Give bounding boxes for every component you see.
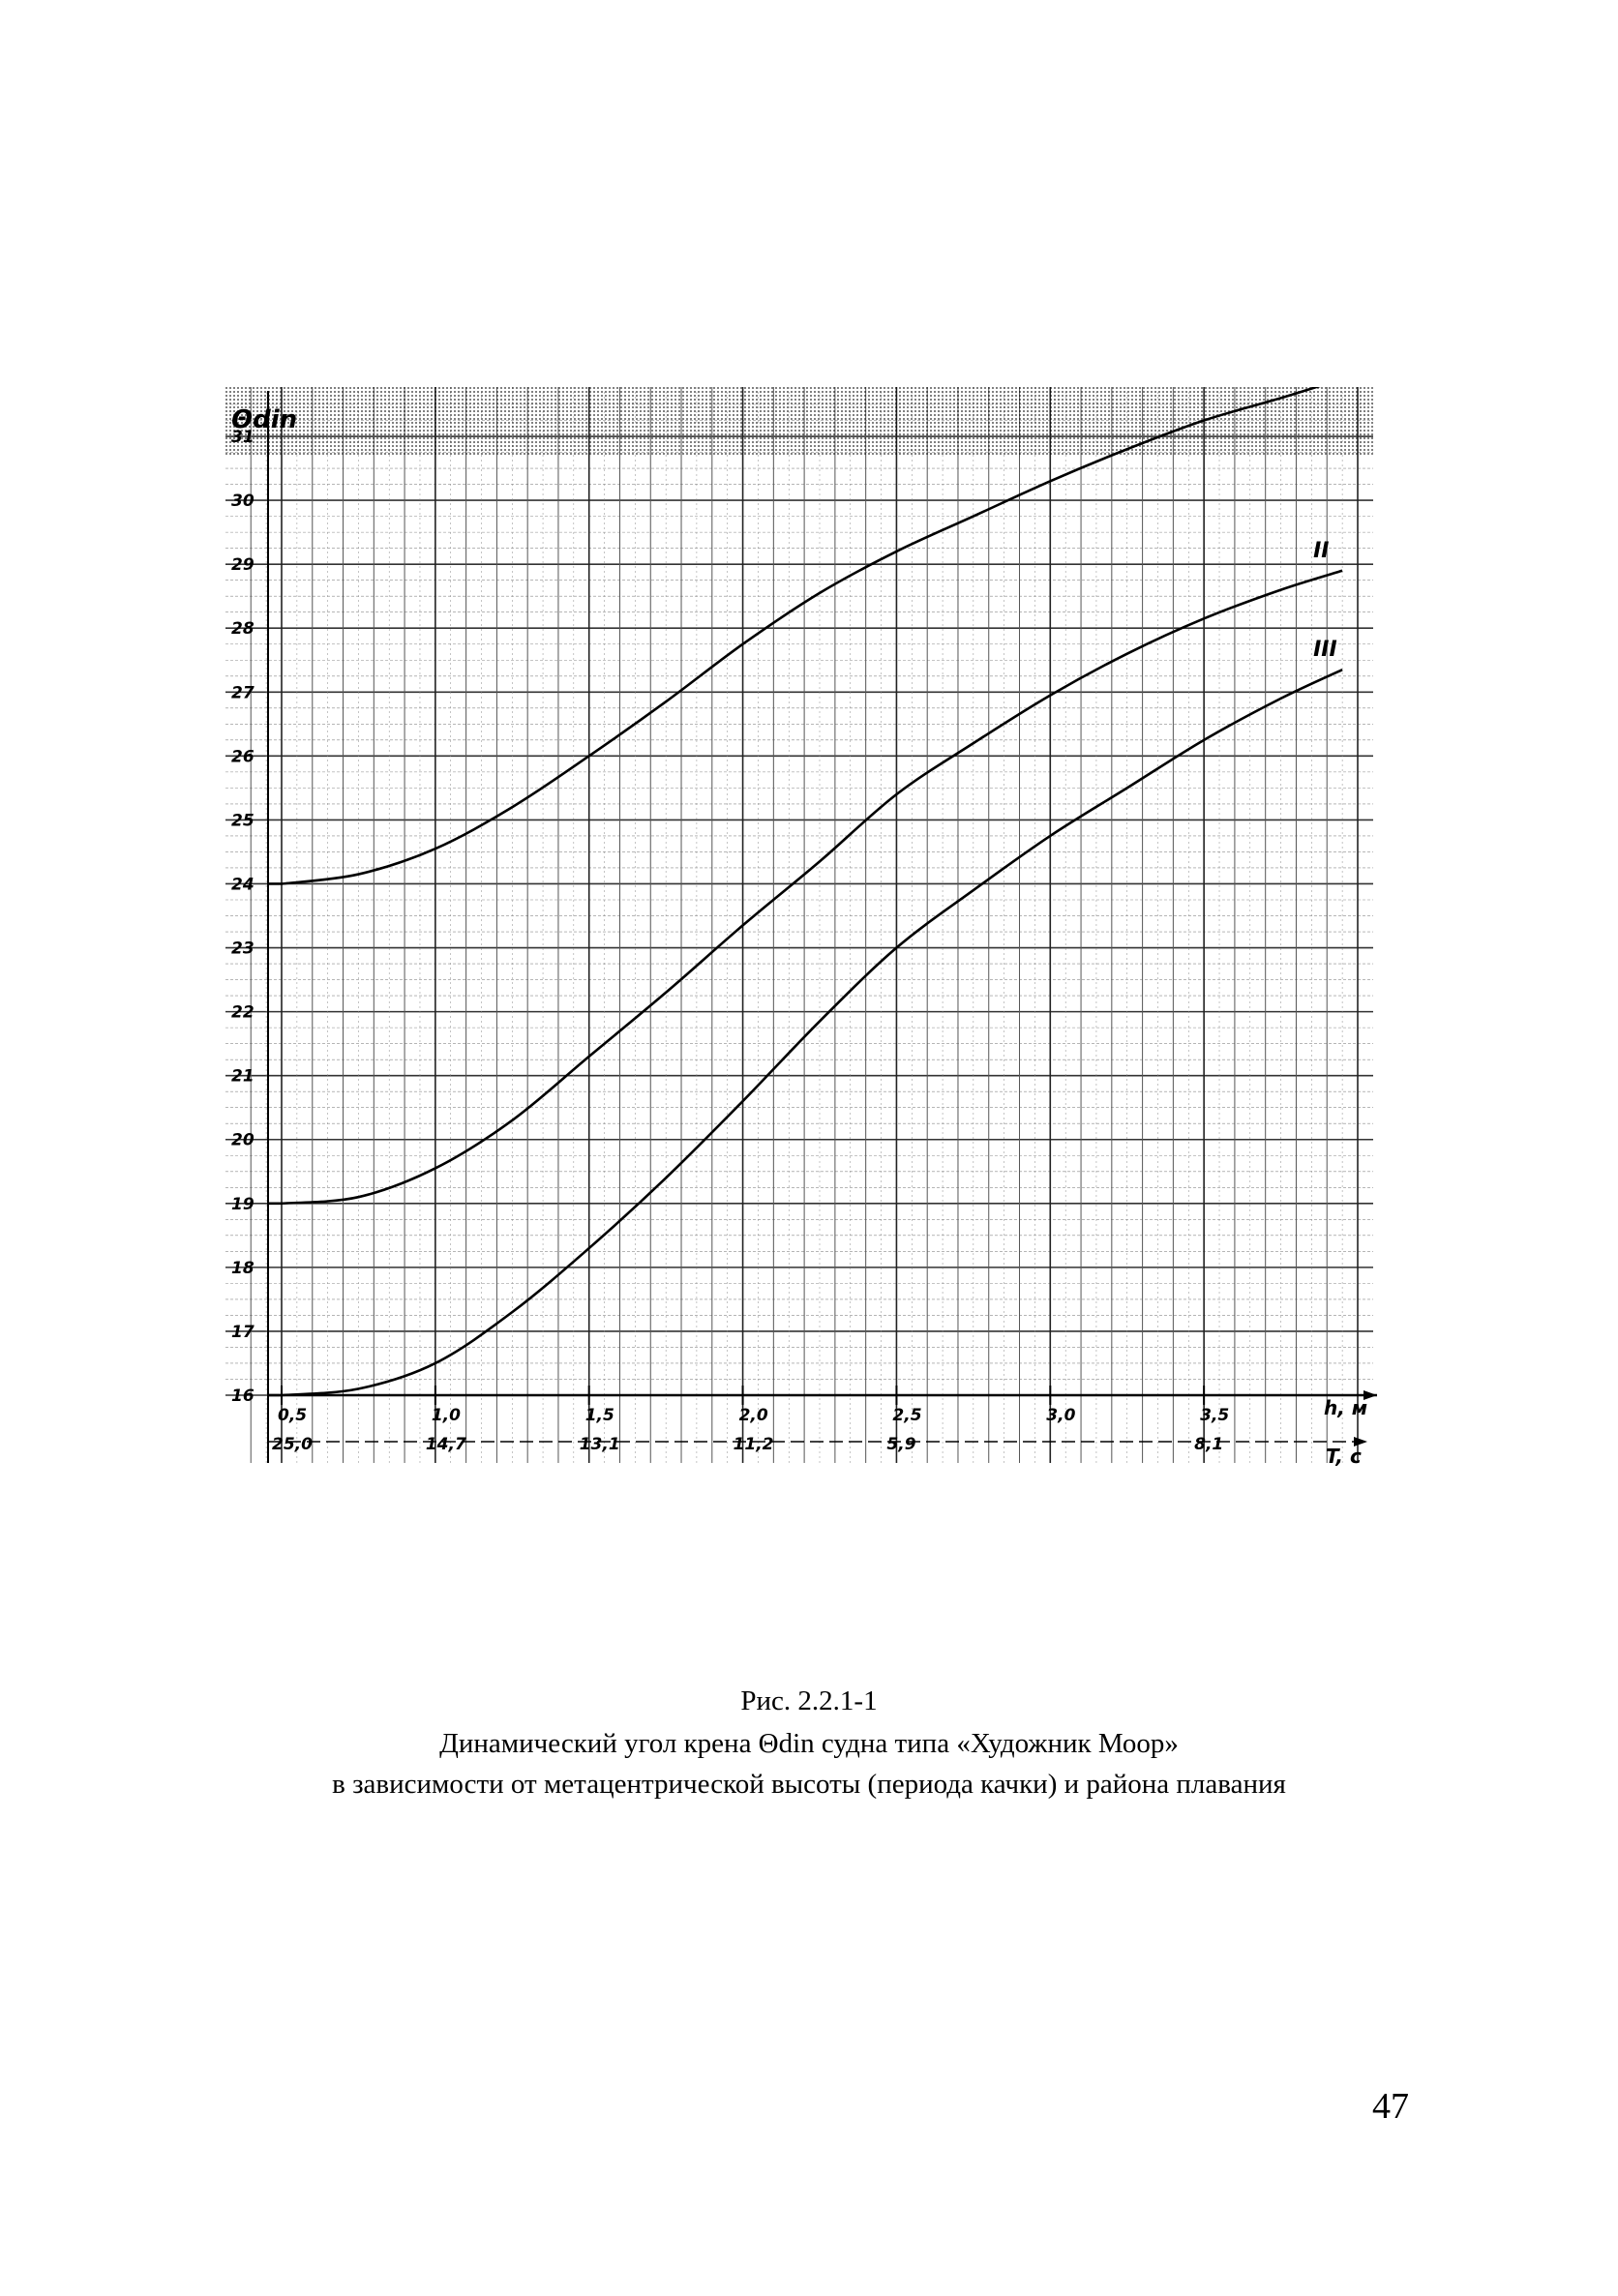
axes xyxy=(267,391,1377,1463)
x2-tick-label: 14,7 xyxy=(426,1435,466,1454)
grid xyxy=(225,387,1373,1463)
x2-axis-arrow xyxy=(1354,1437,1367,1446)
x-axis-label: h, м xyxy=(1324,1396,1367,1419)
y-tick-label: 24 xyxy=(231,875,255,894)
y-tick-label: 29 xyxy=(231,555,255,575)
series-line xyxy=(268,387,1321,885)
x-tick-label: 1,0 xyxy=(432,1406,461,1425)
y-tick-label: 26 xyxy=(231,747,255,766)
y-tick-label: 23 xyxy=(231,939,255,959)
y-tick-label: 19 xyxy=(231,1195,255,1214)
page-number: 47 xyxy=(1372,2086,1409,2127)
figure-caption-line1: Динамический угол крена Θdin судна типа … xyxy=(439,1728,1179,1759)
y-tick-label: 27 xyxy=(231,683,255,702)
y-tick-labels: 16 17 18 19 20 21 22 23 24 25 26 27 28 29 30 31 xyxy=(231,428,255,1406)
series-line xyxy=(268,668,1343,1397)
x-tick-label: 0,5 xyxy=(278,1406,307,1425)
x-tick-label: 3,5 xyxy=(1200,1406,1229,1425)
x2-tick-label: 5,9 xyxy=(886,1435,915,1454)
y-tick-label: 25 xyxy=(231,811,255,830)
y-tick-label: 22 xyxy=(231,1003,255,1023)
series-labels: IIIIII xyxy=(1313,539,1337,662)
figure-number: Рис. 2.2.1-1 xyxy=(740,1685,878,1716)
y-tick-label: 28 xyxy=(231,619,255,639)
y-tick-label: 21 xyxy=(231,1067,255,1087)
x-tick-label: 3,0 xyxy=(1046,1406,1075,1425)
x2-tick-label: 25,0 xyxy=(272,1435,313,1454)
series-label: III xyxy=(1313,638,1337,662)
x-tick-label: 2,0 xyxy=(739,1406,768,1425)
y-axis-label: Θdin xyxy=(231,405,297,434)
x2-axis-label: T, с xyxy=(1326,1445,1362,1468)
x2-tick-label: 11,2 xyxy=(734,1435,774,1454)
x-tick-label: 2,5 xyxy=(892,1406,921,1425)
x2-tick-label: 13,1 xyxy=(580,1435,620,1454)
x-axis-arrow xyxy=(1363,1390,1377,1400)
chart-svg: 16 17 18 19 20 21 22 23 24 25 26 27 28 29 30 31 0,5 1,0 1… xyxy=(225,387,1377,1468)
grid-band xyxy=(225,387,1373,455)
series-line xyxy=(268,569,1343,1206)
series-curves xyxy=(268,387,1343,1397)
y-tick-label: 31 xyxy=(231,428,255,447)
figure-caption-line2: в зависимости от метацентрической высоты… xyxy=(332,1769,1286,1800)
x2-tick-label: 8,1 xyxy=(1194,1435,1223,1454)
y-tick-label: 18 xyxy=(231,1259,255,1278)
y-tick-label: 30 xyxy=(231,492,255,511)
x2-tick-labels: 25,0 14,7 13,1 11,2 5,9 8,1 xyxy=(272,1435,1223,1454)
series-label: II xyxy=(1313,539,1329,563)
x-tick-label: 1,5 xyxy=(585,1406,614,1425)
y-tick-label: 16 xyxy=(231,1387,255,1406)
y-tick-label: 20 xyxy=(231,1131,255,1150)
y-tick-label: 17 xyxy=(231,1323,255,1342)
x-tick-labels: 0,5 1,0 1,5 2,0 2,5 3,0 3,5 xyxy=(278,1386,1229,1425)
